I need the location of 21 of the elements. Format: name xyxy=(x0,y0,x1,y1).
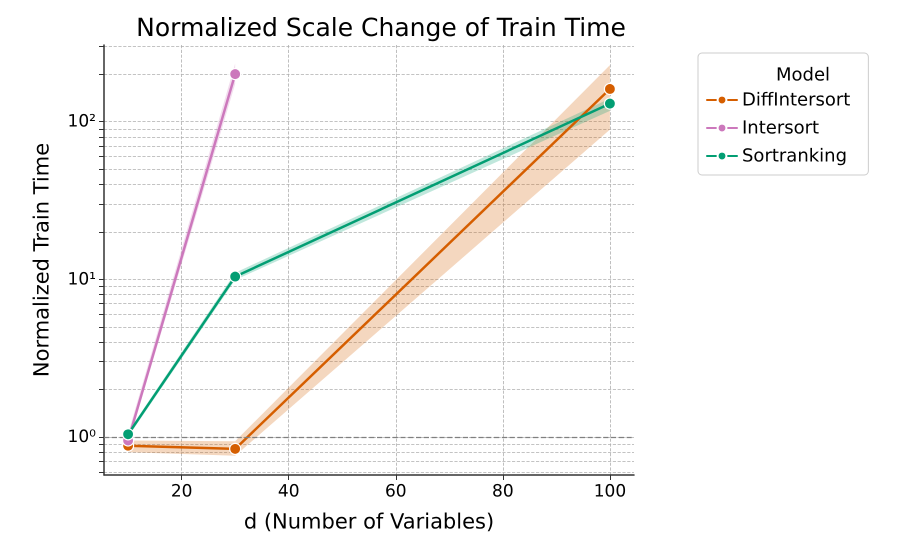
x-tick-label: 40 xyxy=(278,482,300,502)
legend-title: Model xyxy=(776,64,830,86)
y-axis-title: Normalized Train Time xyxy=(30,142,54,378)
chart-title: Normalized Scale Change of Train Time xyxy=(136,13,626,42)
point xyxy=(604,82,616,96)
point xyxy=(122,428,134,440)
x-tick-label: 20 xyxy=(170,482,192,502)
x-tick-label: 100 xyxy=(594,482,626,502)
x-tick-label: 80 xyxy=(492,482,514,502)
x-tick-label: 60 xyxy=(384,482,407,502)
legend-label: Intersort xyxy=(742,118,820,138)
point xyxy=(604,98,616,110)
point xyxy=(229,270,242,283)
y-tick-label: 10¹ xyxy=(68,269,96,290)
legend-label: DiffIntersort xyxy=(742,90,850,110)
y-tick-label: 10⁰ xyxy=(68,426,96,447)
point xyxy=(229,68,242,80)
legend-label: Sortranking xyxy=(742,146,847,166)
point xyxy=(229,442,242,456)
y-tick-label: 10² xyxy=(68,112,96,132)
x-axis-title: d (Number of Variables) xyxy=(244,510,494,534)
